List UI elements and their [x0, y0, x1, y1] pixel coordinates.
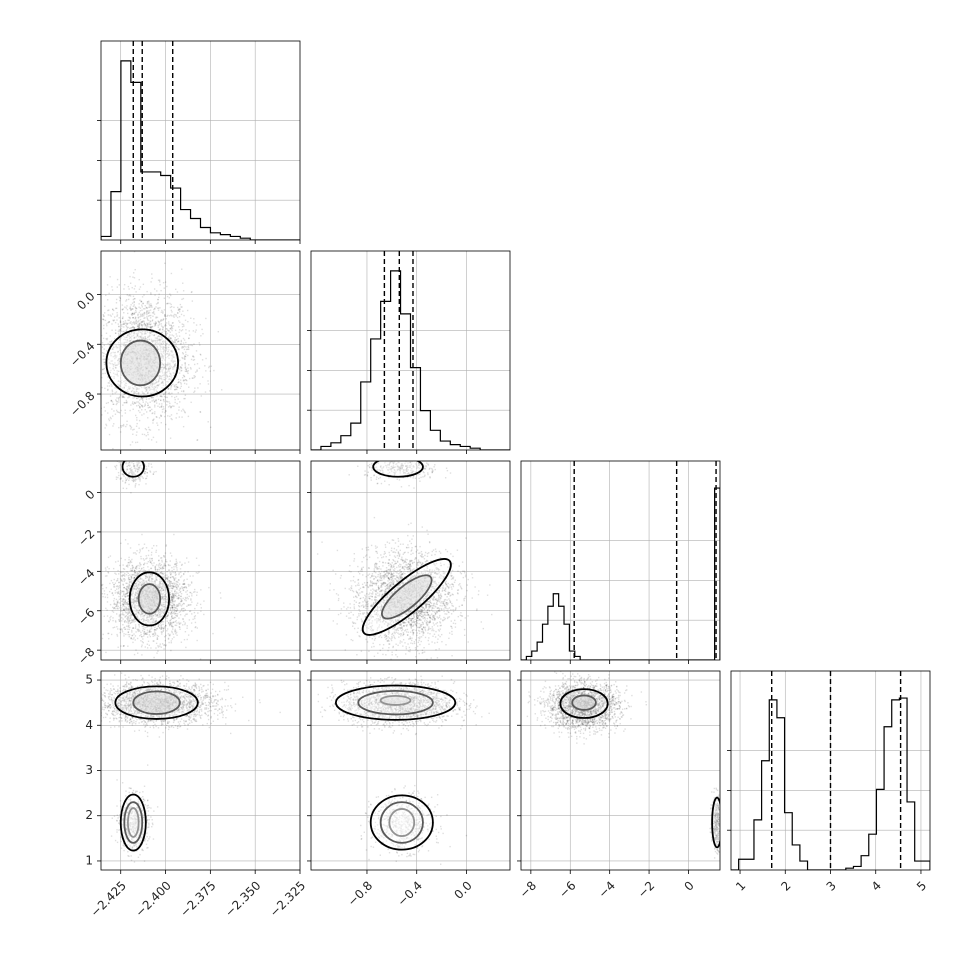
- contour-ellipse: [128, 571, 171, 627]
- y-tick-label: 0.0: [74, 289, 97, 312]
- y-tick-label: −4: [75, 566, 97, 588]
- x-tick-label: −8: [517, 878, 539, 900]
- panel-2-0-content: [101, 461, 300, 660]
- contour-ellipse: [132, 690, 181, 715]
- contour-ellipse: [361, 558, 452, 636]
- y-tick-label: −8: [75, 645, 97, 667]
- x-tick-label: 2: [778, 878, 793, 893]
- panel-frame: [100, 460, 301, 661]
- panel-3-1: −0.8 −0.4 0.0: [307, 670, 511, 909]
- x-tick-label: −0.4: [395, 878, 426, 909]
- x-tick-label: −4: [596, 878, 618, 900]
- histogram-step: [521, 487, 720, 660]
- contour-ellipse: [571, 694, 597, 711]
- contour-ellipse: [388, 808, 416, 837]
- panel-frame: [310, 460, 511, 661]
- histogram-step: [311, 270, 510, 450]
- scatter-cloud: [348, 461, 452, 489]
- contour-ellipse: [379, 694, 412, 706]
- x-tick-label: 3: [824, 878, 839, 893]
- x-tick-label: 1: [733, 878, 748, 893]
- panel-1-1-content: [311, 251, 510, 450]
- contour-ellipse: [559, 688, 609, 719]
- panel-2-0: −8 −6 −4 −2 0: [75, 460, 301, 667]
- x-tick-label: −2: [635, 878, 657, 900]
- panel-3-0-content: [101, 671, 300, 870]
- x-tick-label: −2.400: [133, 878, 174, 919]
- panel-3-3: 1 2 3 4 5: [727, 670, 931, 894]
- panel-0-0-content: [101, 41, 300, 240]
- contour-ellipse: [381, 574, 433, 620]
- y-tick-label: −0.8: [67, 389, 98, 420]
- panel-2-2: [517, 460, 721, 664]
- contour-ellipse: [114, 685, 199, 720]
- panel-2-1: [307, 460, 511, 664]
- panel-frame: [520, 670, 721, 871]
- y-tick-label: 2: [85, 808, 93, 822]
- contour-ellipse: [379, 801, 424, 844]
- contour-ellipse: [126, 807, 140, 838]
- y-tick-label: −2: [75, 527, 97, 549]
- contour-ellipse: [334, 684, 457, 721]
- panel-3-1-content: [311, 671, 510, 870]
- panel-1-1: [307, 250, 511, 454]
- x-tick-label: −6: [556, 878, 578, 900]
- contour-ellipse: [357, 690, 434, 716]
- scatter-cloud: [316, 486, 493, 660]
- x-tick-label: −2.325: [267, 878, 308, 919]
- x-tick-label: 5: [914, 878, 929, 893]
- panel-3-3-content: [731, 671, 930, 870]
- x-tick-label: −2.350: [222, 878, 263, 919]
- panel-2-2-content: [521, 461, 720, 660]
- x-tick-label: 0: [682, 878, 697, 893]
- contour-ellipse: [119, 339, 162, 387]
- x-tick-label: −2.375: [177, 878, 218, 919]
- panel-frame: [100, 250, 301, 451]
- y-tick-label: 0: [82, 487, 97, 502]
- panel-2-1-content: [311, 461, 510, 660]
- contour-ellipse: [372, 461, 424, 478]
- panel-1-0-content: [101, 251, 300, 450]
- y-tick-label: −6: [75, 605, 97, 627]
- x-tick-label: 0.0: [451, 878, 474, 901]
- panel-frame: [100, 670, 301, 871]
- y-tick-label: 1: [85, 853, 93, 867]
- x-tick-label: 4: [869, 878, 884, 893]
- contour-ellipse: [121, 461, 145, 478]
- panel-frame: [520, 460, 721, 661]
- y-tick-label: −0.4: [67, 339, 98, 370]
- contour-ellipse: [711, 796, 720, 849]
- contour-ellipse: [123, 801, 144, 844]
- panel-frame: [310, 250, 511, 451]
- x-tick-label: −2.425: [88, 878, 129, 919]
- panel-3-0: 1 2 3 4 5 −2.425 −2.400 −2.375 −2.350 −2.325: [85, 670, 308, 920]
- contour-ellipse: [119, 793, 147, 852]
- panel-frame: [310, 670, 511, 871]
- x-tick-label: −0.8: [345, 878, 376, 909]
- histogram-step: [101, 60, 300, 240]
- panel-frame: [100, 40, 301, 241]
- panel-1-0: −0.8 −0.4 0.0: [67, 250, 301, 454]
- contour-ellipse: [105, 328, 179, 398]
- panel-3-2: −8 −6 −4 −2 0: [517, 670, 721, 901]
- y-tick-label: 4: [85, 718, 93, 732]
- histogram-step: [731, 697, 930, 870]
- y-tick-label: 3: [85, 763, 93, 777]
- panel-3-2-content: [521, 671, 720, 870]
- contour-ellipse: [369, 794, 434, 851]
- y-tick-label: 5: [85, 673, 93, 687]
- panel-0-0: [97, 40, 301, 244]
- contour-ellipse: [137, 583, 162, 615]
